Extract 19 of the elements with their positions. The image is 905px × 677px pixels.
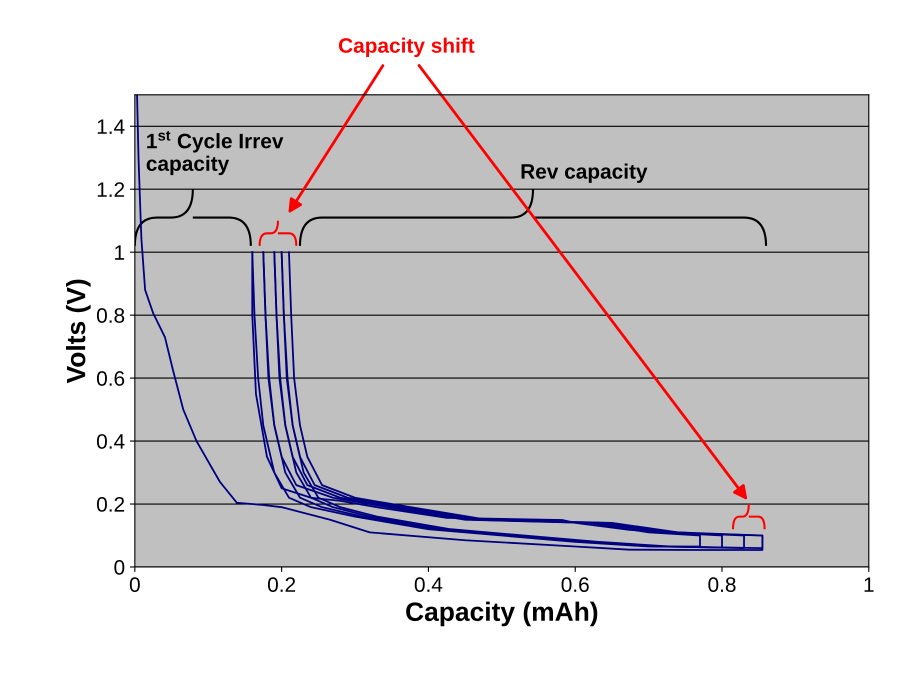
y-tick-label: 0.8 — [96, 308, 124, 323]
x-tick-label: 0.8 — [708, 577, 736, 592]
y-tick-label: 0.6 — [96, 371, 124, 386]
y-axis-title: Volts (V) — [66, 280, 91, 384]
x-tick-label: 0 — [130, 577, 140, 592]
x-tick-label: 0.4 — [414, 577, 442, 592]
x-tick-label: 0.2 — [268, 577, 296, 592]
y-tick-label: 1.4 — [98, 119, 125, 134]
x-axis-title: Capacity (mAh) — [406, 602, 598, 626]
x-tick-label: 1 — [864, 577, 874, 592]
y-tick-label: 0 — [114, 560, 124, 575]
text: Capacity shift — [338, 38, 474, 58]
annotation: Rev capacity — [522, 164, 648, 183]
y-tick-label: 0.2 — [96, 497, 124, 512]
y-tick-label: 1.2 — [98, 182, 124, 197]
y-tick-label: 1 — [115, 245, 124, 260]
annotation: 1$^{st}$ Cycle Irrev capacity — [146, 130, 284, 176]
y-tick-label: 0.4 — [96, 434, 125, 449]
x-tick-label: 0.6 — [562, 577, 589, 592]
